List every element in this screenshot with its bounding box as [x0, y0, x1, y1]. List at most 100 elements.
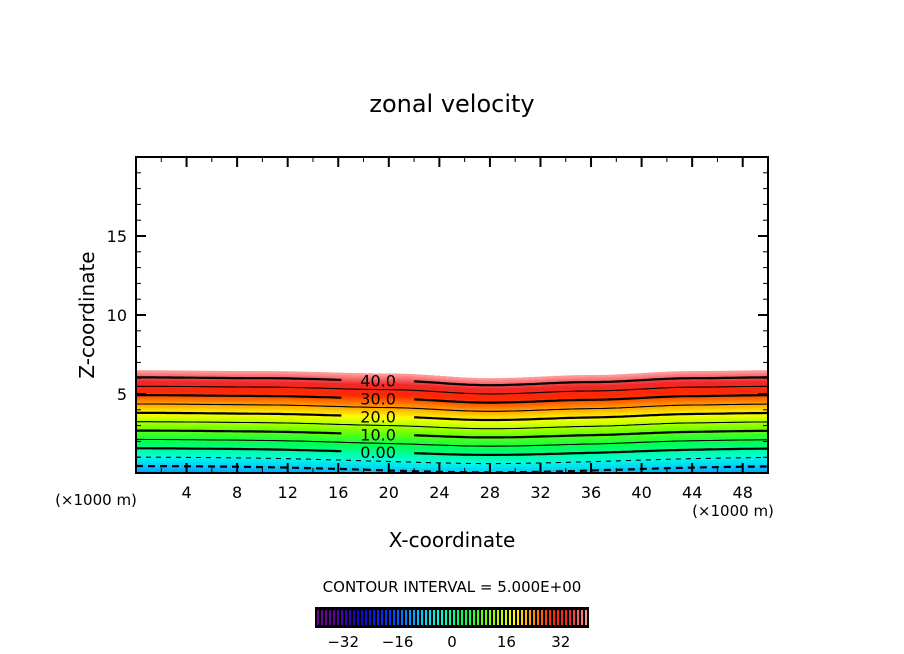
field-cell: [161, 450, 169, 454]
field-cell: [540, 439, 548, 442]
field-cell: [268, 381, 276, 384]
field-cell: [388, 431, 396, 434]
field-cell: [363, 373, 371, 376]
field-cell: [300, 412, 308, 415]
field-cell: [167, 408, 175, 411]
field-cell: [256, 459, 263, 462]
field-cell: [256, 420, 263, 423]
field-cell: [173, 414, 181, 418]
field-cell: [527, 405, 535, 409]
field-cell: [369, 404, 377, 408]
field-cell: [628, 405, 636, 408]
field-cell: [205, 396, 213, 399]
field-cell: [281, 418, 289, 422]
field-cell: [306, 408, 314, 412]
field-cell: [167, 452, 175, 455]
field-cell: [249, 405, 257, 408]
field-cell: [331, 390, 339, 394]
field-cell: [401, 420, 409, 423]
field-cell: [527, 423, 535, 426]
field-cell: [211, 410, 219, 413]
field-cell: [584, 386, 592, 389]
field-cell: [401, 385, 409, 388]
field-cell: [363, 431, 371, 434]
field-cell: [464, 396, 472, 399]
field-cell: [224, 432, 232, 435]
field-cell: [433, 375, 440, 378]
field-cell: [628, 458, 636, 461]
field-cell: [407, 387, 415, 390]
field-cell: [597, 374, 605, 378]
field-cell: [224, 408, 232, 411]
field-cell: [167, 418, 175, 421]
field-cell: [192, 406, 200, 409]
field-cell: [445, 463, 453, 466]
field-cell: [237, 384, 245, 387]
field-cell: [407, 428, 415, 431]
field-cell: [521, 377, 529, 380]
field-cell: [597, 422, 605, 425]
field-cell: [243, 449, 251, 452]
field-cell: [559, 393, 567, 396]
field-cell: [470, 379, 478, 382]
field-cell: [275, 427, 282, 430]
field-cell: [256, 398, 263, 401]
field-cell: [287, 374, 295, 378]
field-cell: [167, 437, 175, 440]
field-cell: [382, 441, 390, 444]
field-cell: [628, 416, 636, 419]
field-cell: [357, 424, 365, 428]
field-cell: [414, 464, 421, 468]
field-cell: [483, 457, 491, 460]
field-cell: [363, 383, 371, 386]
field-cell: [641, 457, 649, 461]
field-cell: [275, 391, 282, 394]
field-cell: [243, 389, 251, 393]
field-cell: [559, 424, 567, 427]
field-cell: [610, 446, 617, 449]
field-cell: [641, 417, 649, 421]
field-cell: [477, 389, 485, 392]
field-cell: [161, 459, 169, 462]
field-cell: [559, 411, 567, 414]
field-cell: [312, 437, 320, 440]
field-cell: [420, 427, 428, 430]
field-cell: [312, 383, 320, 387]
field-cell: [180, 426, 188, 430]
field-cell: [312, 417, 320, 420]
field-cell: [338, 449, 346, 452]
field-cell: [148, 419, 156, 423]
field-cell: [154, 372, 162, 375]
field-cell: [148, 431, 156, 435]
field-cell: [243, 374, 251, 377]
field-cell: [496, 431, 504, 435]
field-cell: [553, 405, 561, 408]
field-cell: [603, 435, 611, 438]
field-cell: [237, 372, 245, 376]
field-cell: [527, 468, 535, 471]
field-cell: [420, 463, 428, 466]
field-cell: [281, 415, 289, 418]
field-cell: [192, 459, 200, 462]
field-cell: [312, 446, 320, 449]
field-cell: [338, 464, 346, 467]
field-cell: [243, 467, 251, 471]
field-cell: [553, 396, 561, 400]
field-cell: [401, 464, 409, 467]
field-cell: [388, 461, 396, 464]
field-cell: [426, 422, 434, 425]
field-cell: [262, 423, 270, 427]
field-cell: [401, 411, 409, 415]
field-cell: [622, 403, 630, 406]
field-cell: [173, 387, 181, 390]
field-cell: [306, 385, 314, 388]
field-cell: [496, 425, 504, 428]
field-cell: [572, 463, 579, 466]
field-cell: [559, 445, 567, 448]
field-cell: [407, 415, 415, 418]
field-cell: [477, 433, 485, 436]
field-cell: [294, 385, 301, 388]
field-cell: [496, 403, 504, 406]
field-cell: [338, 421, 346, 424]
field-cell: [553, 419, 561, 422]
